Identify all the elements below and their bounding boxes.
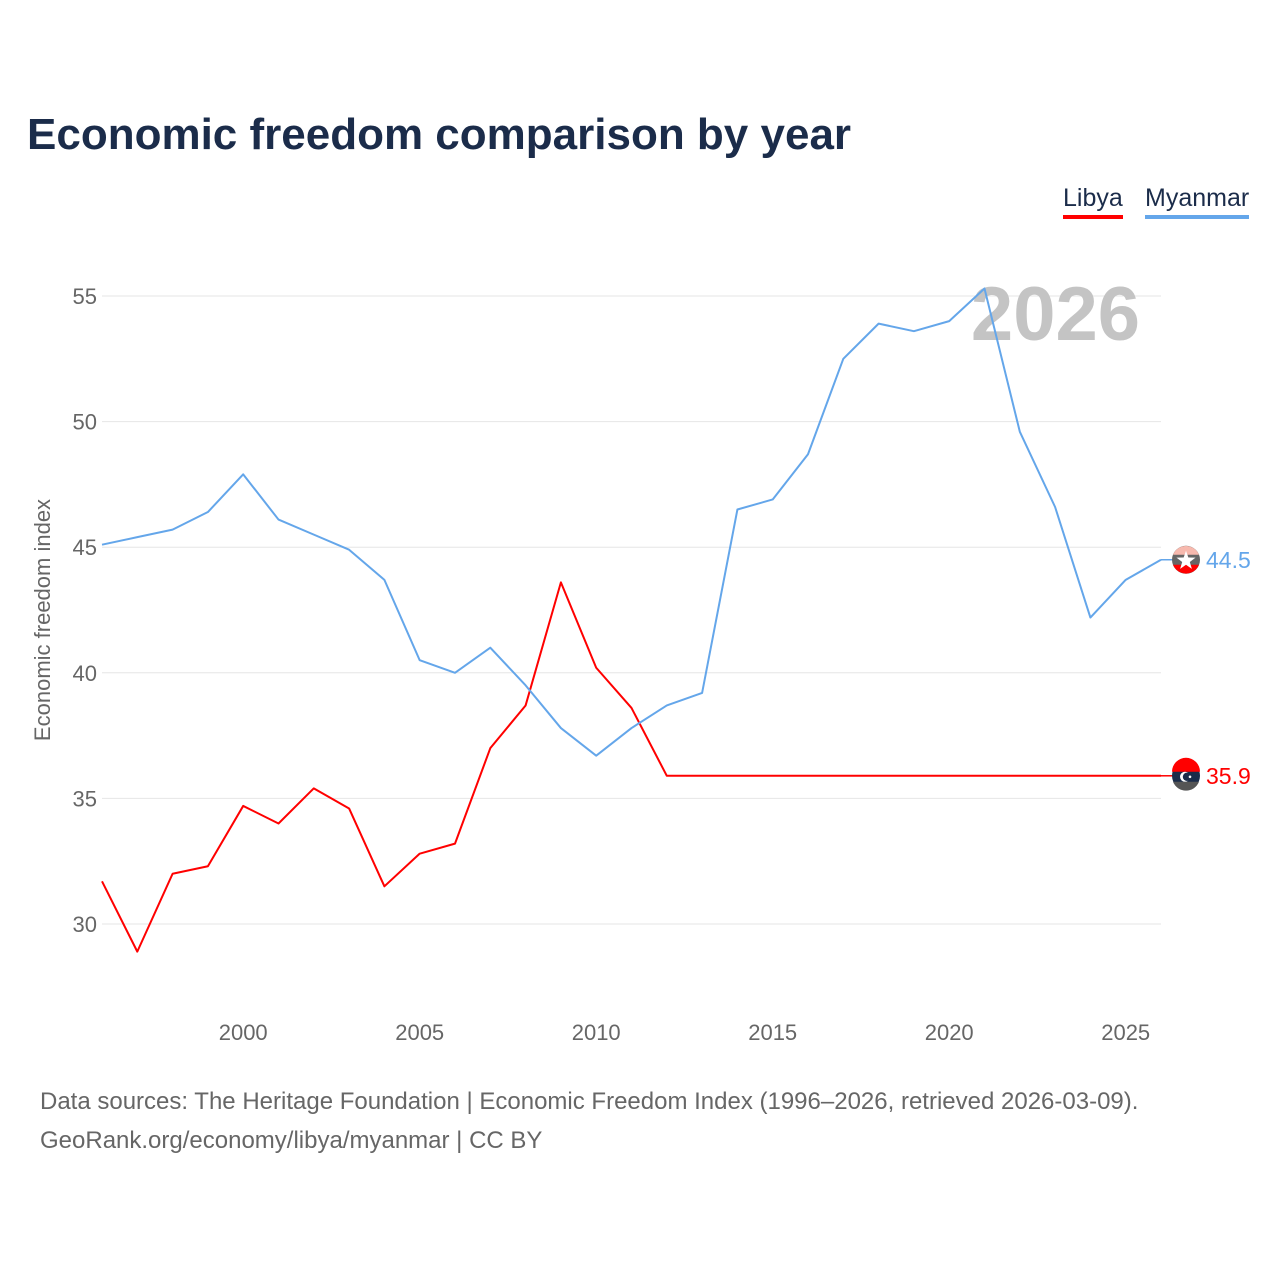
x-tick-label: 2025 xyxy=(1101,1020,1150,1045)
flag-bottom-band xyxy=(1173,564,1199,574)
legend-item-myanmar[interactable]: Myanmar xyxy=(1145,184,1250,219)
flag-dark-band xyxy=(1173,781,1199,791)
chart-title: Economic freedom comparison by year xyxy=(27,110,852,159)
legend-item-libya[interactable]: Libya xyxy=(1063,184,1123,219)
y-tick-label: 40 xyxy=(73,661,97,686)
x-tick-label: 2000 xyxy=(219,1020,268,1045)
y-tick-label: 45 xyxy=(73,535,97,560)
source-url: GeoRank.org/economy/libya/myanmar | CC B… xyxy=(40,1127,543,1154)
series-line-libya xyxy=(101,581,1161,953)
flag-top-band xyxy=(1173,545,1199,555)
star xyxy=(1188,775,1192,779)
flag-myanmar-icon xyxy=(1172,545,1200,574)
x-tick-label: 2005 xyxy=(395,1020,444,1045)
flag-red-band xyxy=(1172,757,1200,772)
x-tick-label: 2015 xyxy=(748,1020,797,1045)
series-line-myanmar xyxy=(101,287,1162,757)
x-tick-label: 2020 xyxy=(925,1020,974,1045)
flag-libya-icon xyxy=(1172,757,1200,791)
source-line: Data sources: The Heritage Foundation | … xyxy=(40,1088,1139,1115)
star xyxy=(1176,550,1196,569)
y-tick-label: 50 xyxy=(73,410,97,435)
end-value-label-myanmar: 44.5 xyxy=(1206,547,1251,573)
end-value-label-libya: 35.9 xyxy=(1206,763,1251,789)
y-tick-label: 35 xyxy=(73,786,97,811)
y-tick-label: 30 xyxy=(73,912,97,937)
y-tick-label: 55 xyxy=(73,284,97,309)
y-axis-label: Economic freedom index xyxy=(30,499,55,741)
crescent-cut xyxy=(1182,772,1192,781)
x-tick-label: 2010 xyxy=(572,1020,621,1045)
year-watermark: 2026 xyxy=(971,272,1140,357)
